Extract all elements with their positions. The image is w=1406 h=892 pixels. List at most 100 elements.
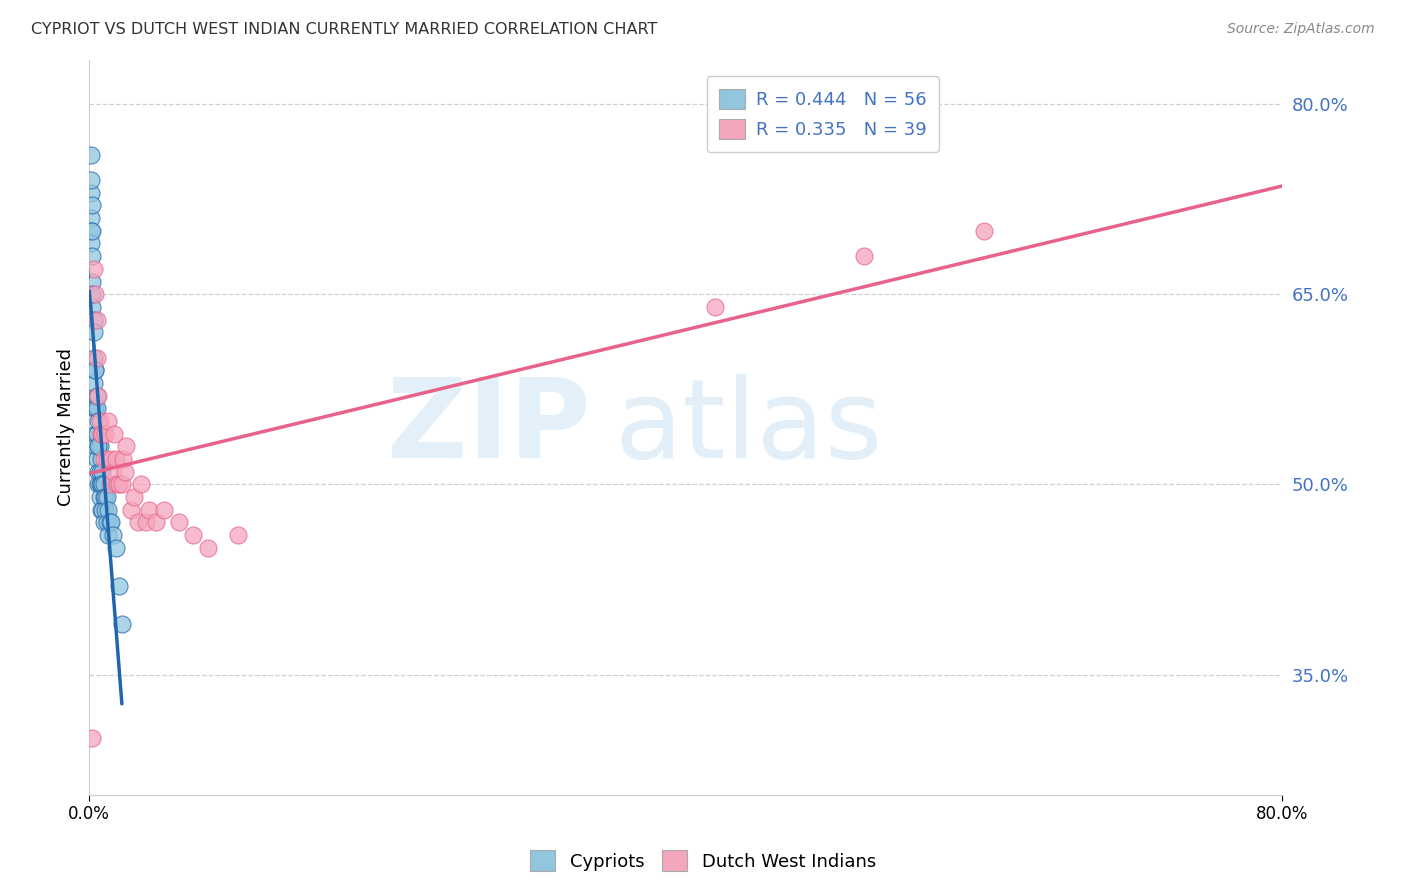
Point bbox=[79, 173, 101, 187]
Point bbox=[86, 389, 108, 403]
Point bbox=[87, 439, 110, 453]
Point bbox=[101, 528, 124, 542]
Point bbox=[108, 477, 131, 491]
Point bbox=[138, 502, 160, 516]
Point bbox=[80, 275, 103, 289]
Point bbox=[83, 376, 105, 390]
Point bbox=[129, 477, 152, 491]
Point bbox=[83, 401, 105, 416]
Point bbox=[79, 236, 101, 251]
Point bbox=[94, 502, 117, 516]
Text: ZIP: ZIP bbox=[387, 374, 591, 481]
Point bbox=[183, 528, 205, 542]
Point bbox=[87, 477, 110, 491]
Point bbox=[104, 452, 127, 467]
Point bbox=[79, 224, 101, 238]
Point bbox=[94, 426, 117, 441]
Point bbox=[84, 363, 107, 377]
Point bbox=[91, 465, 114, 479]
Point bbox=[152, 502, 174, 516]
Point bbox=[96, 452, 118, 467]
Point bbox=[115, 439, 138, 453]
Point bbox=[87, 414, 110, 428]
Point bbox=[108, 579, 131, 593]
Point bbox=[96, 490, 118, 504]
Point bbox=[80, 287, 103, 301]
Point bbox=[93, 516, 115, 530]
Point bbox=[89, 477, 111, 491]
Point bbox=[973, 224, 995, 238]
Point bbox=[127, 516, 149, 530]
Point bbox=[84, 426, 107, 441]
Text: atlas: atlas bbox=[614, 374, 883, 481]
Point bbox=[84, 363, 107, 377]
Point bbox=[86, 401, 108, 416]
Point bbox=[83, 312, 105, 326]
Point bbox=[91, 502, 114, 516]
Point bbox=[97, 502, 120, 516]
Point bbox=[97, 414, 120, 428]
Point bbox=[87, 389, 110, 403]
Point bbox=[80, 198, 103, 212]
Point bbox=[98, 477, 121, 491]
Point bbox=[90, 426, 112, 441]
Point bbox=[87, 439, 110, 453]
Point bbox=[86, 312, 108, 326]
Point bbox=[90, 502, 112, 516]
Point bbox=[103, 426, 125, 441]
Point bbox=[84, 439, 107, 453]
Point bbox=[197, 541, 219, 555]
Point bbox=[100, 516, 122, 530]
Point bbox=[87, 465, 110, 479]
Point bbox=[79, 211, 101, 226]
Point bbox=[80, 224, 103, 238]
Text: Source: ZipAtlas.com: Source: ZipAtlas.com bbox=[1227, 22, 1375, 37]
Point bbox=[83, 325, 105, 339]
Point bbox=[111, 477, 134, 491]
Point bbox=[80, 249, 103, 263]
Point bbox=[90, 477, 112, 491]
Point bbox=[120, 502, 142, 516]
Point bbox=[114, 465, 136, 479]
Point bbox=[83, 351, 105, 365]
Point bbox=[79, 186, 101, 200]
Point bbox=[226, 528, 249, 542]
Point bbox=[167, 516, 190, 530]
Point bbox=[86, 452, 108, 467]
Point bbox=[90, 452, 112, 467]
Point bbox=[93, 477, 115, 491]
Point bbox=[80, 300, 103, 314]
Point bbox=[112, 452, 135, 467]
Point bbox=[105, 477, 128, 491]
Point bbox=[98, 516, 121, 530]
Y-axis label: Currently Married: Currently Married bbox=[58, 349, 75, 507]
Point bbox=[89, 490, 111, 504]
Point bbox=[89, 465, 111, 479]
Point bbox=[704, 300, 727, 314]
Point bbox=[122, 490, 145, 504]
Point bbox=[96, 516, 118, 530]
Point bbox=[89, 414, 111, 428]
Text: CYPRIOT VS DUTCH WEST INDIAN CURRENTLY MARRIED CORRELATION CHART: CYPRIOT VS DUTCH WEST INDIAN CURRENTLY M… bbox=[31, 22, 658, 37]
Point bbox=[104, 541, 127, 555]
Point bbox=[101, 465, 124, 479]
Point bbox=[97, 528, 120, 542]
Point bbox=[91, 426, 114, 441]
Point bbox=[145, 516, 167, 530]
Point bbox=[100, 452, 122, 467]
Point bbox=[93, 490, 115, 504]
Point bbox=[91, 477, 114, 491]
Point bbox=[111, 616, 134, 631]
Point bbox=[93, 452, 115, 467]
Point bbox=[79, 147, 101, 161]
Point bbox=[853, 249, 876, 263]
Point bbox=[80, 731, 103, 745]
Point bbox=[86, 351, 108, 365]
Point bbox=[94, 490, 117, 504]
Legend: Cypriots, Dutch West Indians: Cypriots, Dutch West Indians bbox=[523, 843, 883, 879]
Point bbox=[135, 516, 157, 530]
Point bbox=[84, 401, 107, 416]
Point bbox=[89, 439, 111, 453]
Point bbox=[84, 287, 107, 301]
Point bbox=[86, 426, 108, 441]
